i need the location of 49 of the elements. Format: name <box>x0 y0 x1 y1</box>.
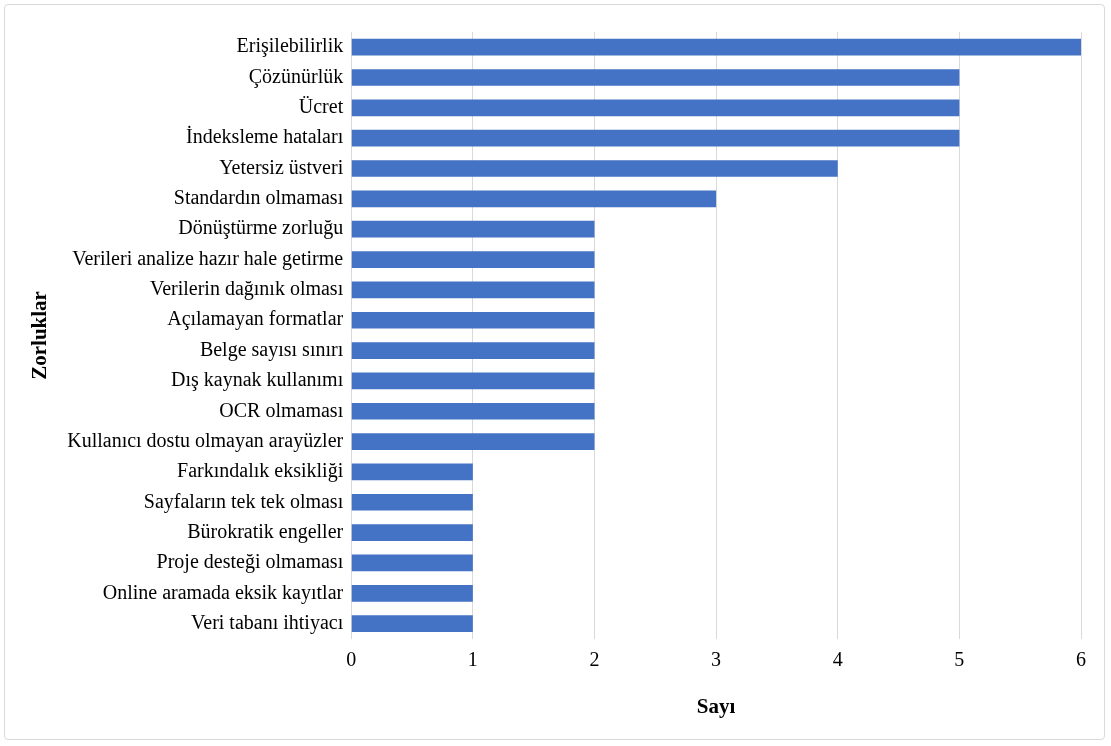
y-tick-label: Sayfaların tek tek olması <box>143 489 344 513</box>
y-tick-label: Standardın olmaması <box>173 186 344 209</box>
y-tick-label: Yetersiz üstveri <box>219 155 344 178</box>
x-tick-label: 2 <box>589 648 600 671</box>
bar <box>351 281 595 299</box>
y-tick-label: Proje desteği olmaması <box>156 550 344 574</box>
x-tick-label: 4 <box>832 648 843 671</box>
bar <box>351 615 473 632</box>
y-tick-label: Çözünürlük <box>248 64 344 88</box>
bar <box>351 38 1081 56</box>
bar <box>351 342 595 359</box>
y-tick-label: Açılamayan formatlar <box>167 307 344 331</box>
x-tick-label: 3 <box>711 648 722 671</box>
y-tick-label: Erişilebilirlik <box>236 34 344 58</box>
y-tick-label: Kullanıcı dostu olmayan arayüzler <box>67 428 344 452</box>
bar <box>351 220 595 238</box>
bar <box>351 129 960 147</box>
x-tick-label: 1 <box>467 648 478 671</box>
y-tick-label: Farkındalık eksikliği <box>177 459 344 483</box>
bar <box>351 554 473 572</box>
bar <box>351 584 473 602</box>
y-tick-label: OCR olmaması <box>219 398 344 421</box>
bar <box>351 433 595 450</box>
y-tick-label: Veri tabanı ihtiyacı <box>191 610 344 634</box>
y-tick-label: Verileri analize hazır hale getirme <box>72 246 344 270</box>
bar <box>351 160 838 177</box>
bar <box>351 372 595 390</box>
bar <box>351 69 960 86</box>
y-tick-label: Verilerin dağınık olması <box>149 277 344 301</box>
x-tick-label: 5 <box>954 648 965 671</box>
bar <box>351 99 960 117</box>
y-tick-label: Dış kaynak kullanımı <box>171 368 344 392</box>
y-tick-label: Dönüştürme zorluğu <box>178 216 344 240</box>
y-axis-title: Zorluklar <box>27 291 52 380</box>
y-tick-label: Online aramada eksik kayıtlar <box>102 580 344 604</box>
y-tick-label: Belge sayısı sınırı <box>199 337 344 361</box>
y-tick-label: Ücret <box>298 95 344 118</box>
bar <box>351 524 473 541</box>
bar <box>351 251 595 268</box>
bar <box>351 402 595 420</box>
x-tick-label: 0 <box>346 648 357 671</box>
bar <box>351 463 473 481</box>
x-axis-title: Sayı <box>696 693 736 718</box>
bar <box>351 493 473 511</box>
bar <box>351 190 717 208</box>
y-tick-label: Bürokratik engeller <box>187 519 344 543</box>
bar <box>351 311 595 329</box>
x-tick-label: 6 <box>1076 648 1086 671</box>
y-tick-label: İndeksleme hataları <box>186 125 344 148</box>
